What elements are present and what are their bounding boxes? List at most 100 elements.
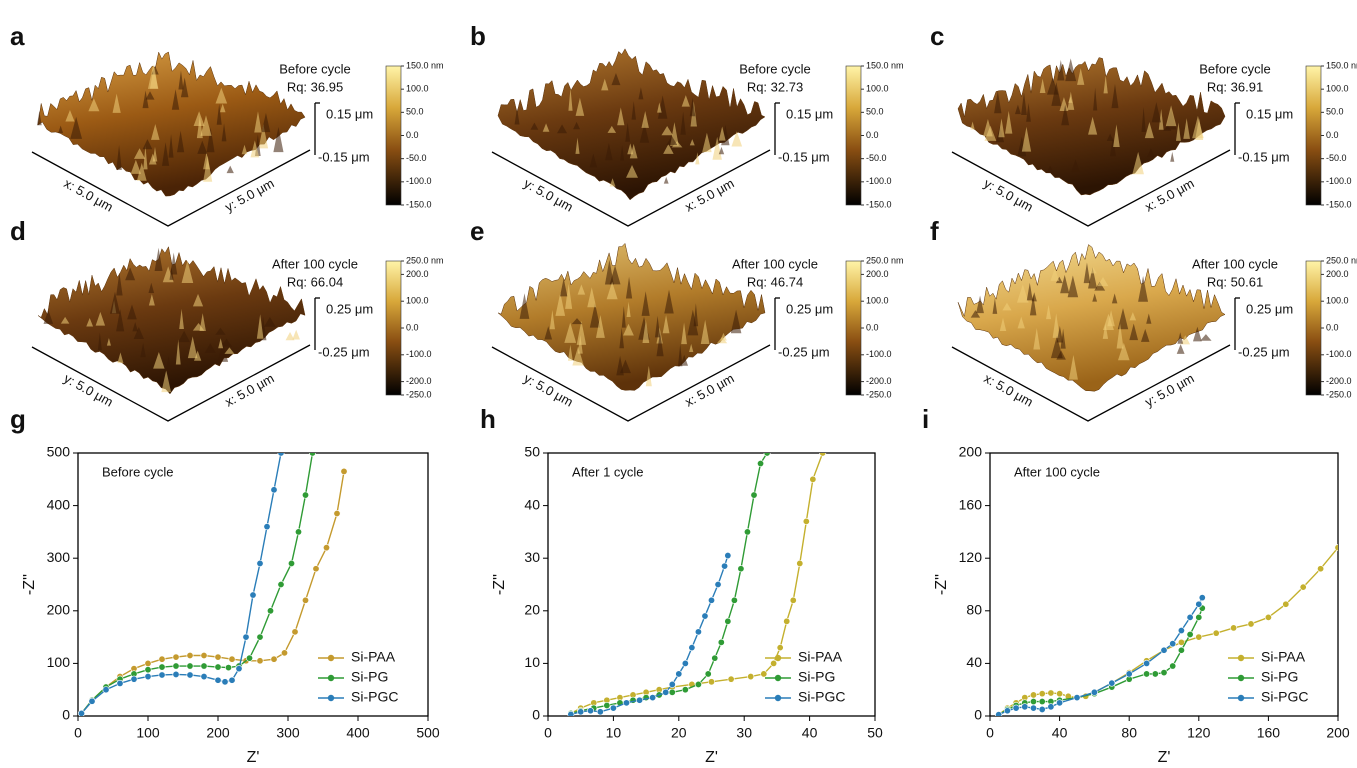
- data-point: [1230, 624, 1238, 632]
- afm-peak: [1060, 328, 1066, 349]
- afm-peak: [204, 343, 216, 353]
- afm-peak: [168, 134, 174, 158]
- data-point: [214, 663, 222, 671]
- y-tick-label: 10: [524, 654, 540, 670]
- data-point: [770, 659, 778, 667]
- data-point: [102, 686, 110, 694]
- afm-peak: [609, 178, 616, 187]
- afm-peak: [601, 78, 609, 91]
- y-tick-label: 120: [959, 549, 983, 565]
- data-point: [309, 453, 316, 457]
- afm-peak: [1056, 350, 1066, 360]
- colorbar: [385, 260, 402, 396]
- x-tick-label: 0: [74, 725, 82, 741]
- data-point: [577, 708, 585, 716]
- data-point: [301, 596, 309, 604]
- legend-marker: [1237, 674, 1245, 682]
- data-point: [1143, 670, 1151, 678]
- afm-peak: [573, 121, 581, 130]
- y-tick-label: 160: [959, 496, 983, 512]
- afm-peak: [218, 338, 224, 349]
- afm-peak: [1116, 323, 1124, 349]
- afm-title: Before cycle: [279, 61, 351, 76]
- afm-peak: [116, 272, 123, 296]
- afm-peak: [577, 284, 586, 295]
- chart-title: After 1 cycle: [572, 464, 644, 479]
- data-point: [333, 509, 341, 517]
- afm-peak: [170, 252, 178, 275]
- afm-peak: [130, 159, 142, 174]
- afm-peak: [1129, 312, 1137, 321]
- x-tick-label: 300: [276, 725, 300, 741]
- colorbar-label: -50.0: [866, 153, 887, 163]
- data-point: [200, 662, 208, 670]
- data-point: [1021, 703, 1029, 711]
- colorbar-label: 0.0: [1326, 322, 1339, 332]
- series-line: [570, 453, 824, 714]
- data-point: [809, 475, 817, 483]
- colorbar-label: 0.0: [866, 130, 879, 140]
- afm-peak: [605, 142, 613, 161]
- data-point: [1012, 704, 1020, 712]
- x-tick-label: 200: [206, 725, 230, 741]
- afm-peak: [148, 282, 155, 294]
- afm-peak: [671, 141, 683, 148]
- x-tick-label: 20: [671, 725, 687, 741]
- z-top-label: 0.15 μm: [1246, 106, 1293, 121]
- data-point: [1047, 703, 1055, 711]
- data-point: [694, 680, 702, 688]
- x-tick-label: 200: [1326, 725, 1350, 741]
- z-bottom-label: -0.25 μm: [778, 344, 830, 359]
- legend-marker: [327, 694, 335, 702]
- afm-peak: [731, 131, 743, 147]
- afm-peak: [215, 327, 226, 335]
- colorbar-label: 250.0 nm: [406, 255, 444, 265]
- data-point: [270, 486, 278, 494]
- afm-peak: [145, 91, 155, 100]
- colorbar-label: 150.0 nm: [406, 60, 444, 70]
- afm-peak: [241, 144, 248, 155]
- afm-peak: [663, 176, 669, 184]
- y-tick-label: 0: [532, 707, 540, 723]
- data-point: [995, 711, 1003, 716]
- data-point: [1003, 707, 1011, 715]
- afm-peak: [645, 365, 652, 387]
- afm-peak: [196, 115, 203, 139]
- colorbar-label: 100.0: [1326, 296, 1349, 306]
- data-point: [172, 670, 180, 678]
- afm-peak: [718, 146, 725, 155]
- data-point: [1264, 613, 1272, 621]
- afm-peak: [662, 314, 670, 334]
- data-point: [1177, 627, 1185, 635]
- data-point: [1151, 670, 1159, 678]
- afm-peak: [587, 287, 597, 308]
- afm-peak: [127, 304, 137, 320]
- afm-peak: [565, 283, 573, 309]
- afm-peak: [970, 121, 975, 130]
- legend-marker: [774, 654, 782, 662]
- afm-peak: [88, 98, 100, 112]
- afm-rq: Rq: 32.73: [747, 79, 803, 94]
- afm-peak: [1106, 133, 1114, 142]
- afm-peak: [285, 331, 295, 341]
- afm-peak: [576, 320, 587, 345]
- data-point: [622, 699, 630, 707]
- colorbar-label: -250.0: [1326, 389, 1352, 399]
- afm-peak: [1111, 83, 1119, 109]
- afm-peak: [1103, 75, 1108, 94]
- data-point: [724, 617, 732, 625]
- colorbar-label: 100.0: [866, 296, 889, 306]
- afm-peak: [1183, 118, 1190, 139]
- afm-peak: [1141, 107, 1146, 133]
- colorbar: [845, 260, 862, 396]
- afm-peak: [112, 93, 121, 113]
- afm-peak: [1026, 102, 1031, 122]
- colorbar: [1305, 65, 1322, 206]
- data-point: [266, 607, 274, 615]
- data-point: [225, 664, 233, 672]
- data-point: [662, 688, 670, 696]
- data-point: [1317, 565, 1325, 573]
- colorbar-label: -150.0: [1326, 199, 1352, 209]
- data-point: [743, 528, 751, 536]
- panel-letter: a: [10, 21, 25, 51]
